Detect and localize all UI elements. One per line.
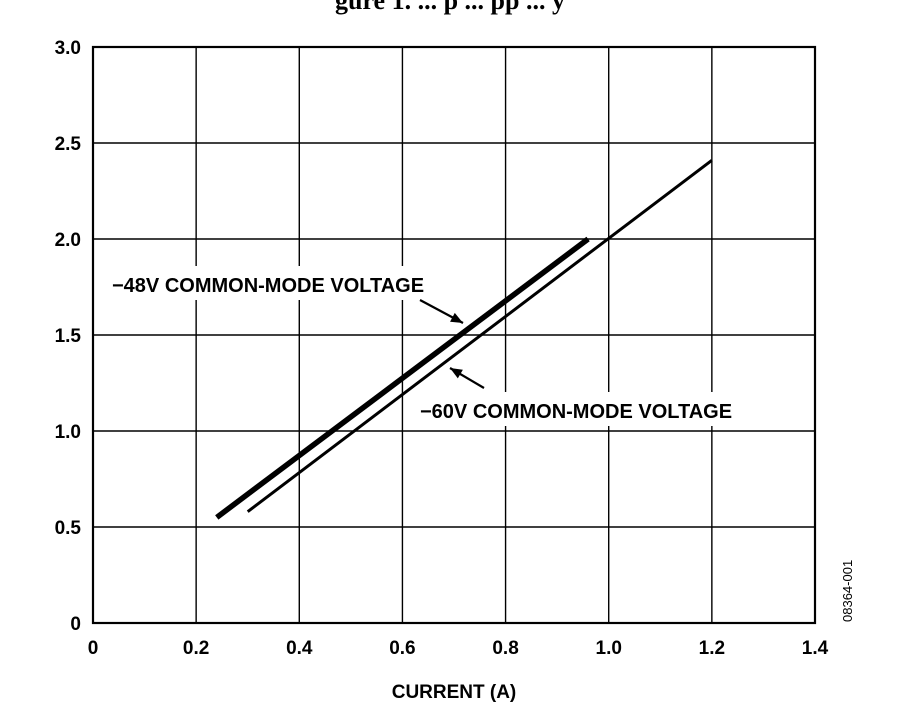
x-tick-label: 0.6 bbox=[389, 638, 415, 659]
grid-lines bbox=[93, 47, 815, 623]
y-tick-label: 0 bbox=[70, 614, 81, 635]
plot-frame bbox=[91, 45, 817, 625]
x-tick-label: 0 bbox=[88, 638, 99, 659]
series-lines bbox=[215, 159, 713, 520]
x-tick-labels: 0 0.2 0.4 0.6 0.8 1.0 1.2 1.4 bbox=[88, 638, 829, 659]
annotation-background bbox=[108, 266, 496, 300]
y-tick-label: 1.5 bbox=[55, 326, 82, 347]
x-tick-label: 1.2 bbox=[699, 638, 725, 659]
y-tick-labels: 0 0.5 1.0 1.5 2.0 2.5 3.0 bbox=[55, 38, 82, 635]
series-line-2 bbox=[246, 159, 713, 513]
x-axis-title: CURRENT (A) bbox=[392, 682, 517, 703]
annotations: −48V COMMON-MODE VOLTAGE −60V COMMON-MODE… bbox=[108, 266, 806, 426]
y-tick-label: 1.0 bbox=[55, 422, 81, 443]
y-tick-label: 3.0 bbox=[55, 38, 81, 59]
x-tick-label: 1.0 bbox=[596, 638, 622, 659]
x-tick-label: 0.4 bbox=[286, 638, 313, 659]
series-line-1 bbox=[215, 236, 590, 520]
x-tick-label: 0.2 bbox=[183, 638, 209, 659]
truncated-caption: gure 1. ... p ... pp ... y bbox=[335, 0, 565, 15]
annotation-label: −60V COMMON-MODE VOLTAGE bbox=[420, 401, 732, 423]
y-tick-label: 0.5 bbox=[55, 518, 82, 539]
annotation-label: −48V COMMON-MODE VOLTAGE bbox=[112, 275, 424, 297]
y-tick-label: 2.0 bbox=[55, 230, 81, 251]
annotation-background bbox=[414, 392, 806, 426]
y-tick-label: 2.5 bbox=[55, 134, 82, 155]
figure-id: 08364-001 bbox=[840, 560, 855, 622]
x-tick-label: 0.8 bbox=[492, 638, 518, 659]
arrowhead bbox=[450, 368, 463, 379]
arrowhead bbox=[450, 312, 463, 323]
x-tick-label: 1.4 bbox=[802, 638, 829, 659]
